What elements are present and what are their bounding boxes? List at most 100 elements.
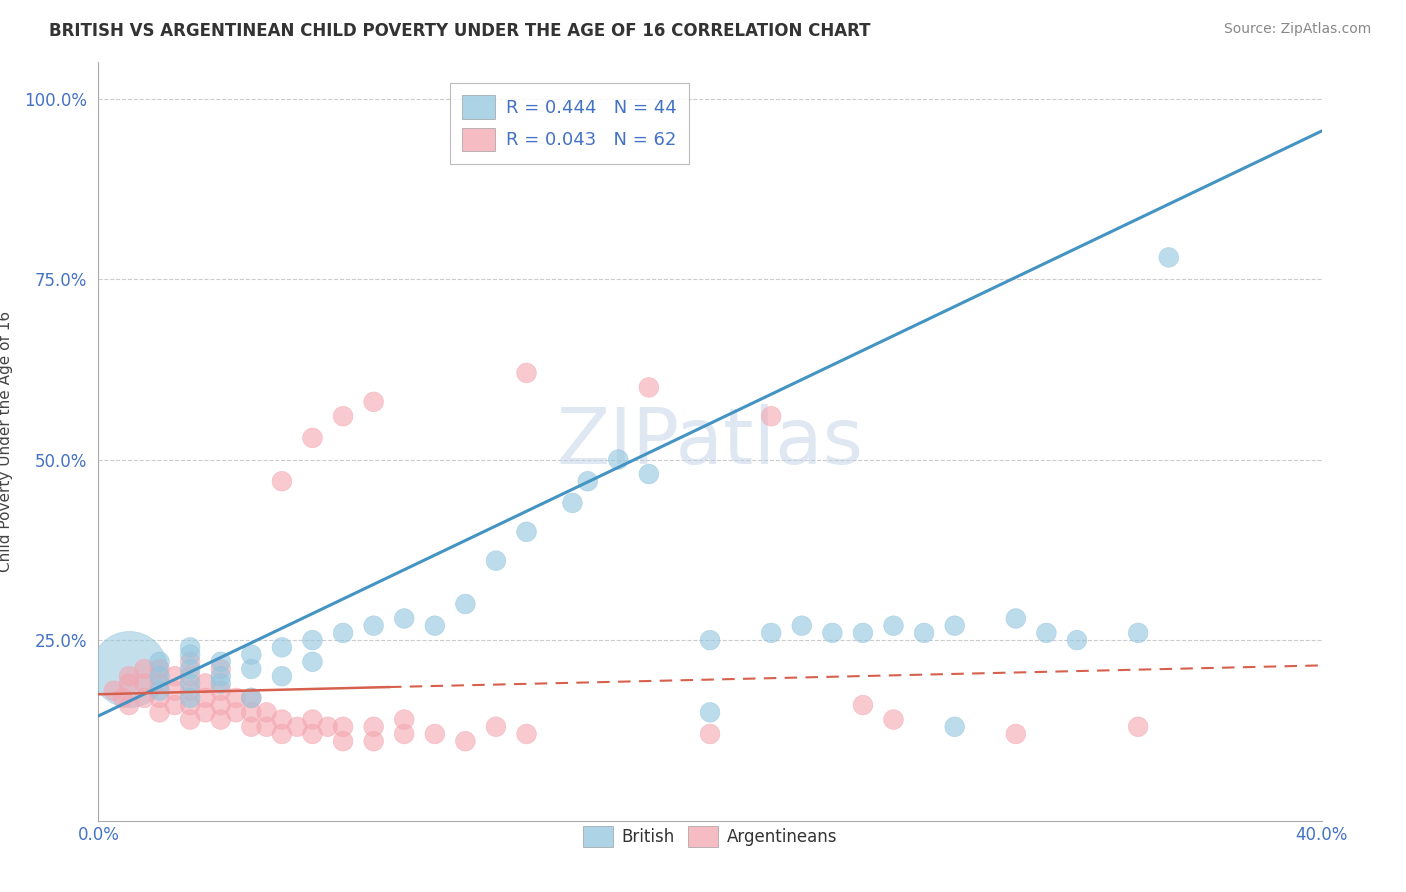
Point — [209, 676, 232, 690]
Point — [637, 467, 661, 481]
Point — [134, 676, 156, 690]
Point — [194, 676, 217, 690]
Point — [240, 662, 263, 676]
Y-axis label: Child Poverty Under the Age of 16: Child Poverty Under the Age of 16 — [0, 311, 13, 572]
Point — [516, 727, 538, 741]
Point — [240, 706, 263, 720]
Point — [111, 690, 134, 705]
Point — [240, 690, 263, 705]
Point — [301, 727, 323, 741]
Point — [194, 690, 217, 705]
Point — [637, 380, 661, 394]
Point — [209, 683, 232, 698]
Point — [883, 713, 905, 727]
Point — [134, 662, 156, 676]
Point — [699, 633, 721, 648]
Point — [561, 496, 583, 510]
Point — [240, 720, 263, 734]
Point — [179, 690, 201, 705]
Point — [179, 713, 201, 727]
Point — [363, 394, 385, 409]
Point — [943, 618, 966, 632]
Point — [332, 734, 354, 748]
Point — [118, 662, 141, 676]
Point — [118, 676, 141, 690]
Point — [1066, 633, 1088, 648]
Point — [392, 713, 416, 727]
Point — [179, 683, 201, 698]
Point — [332, 409, 354, 424]
Point — [163, 698, 186, 712]
Point — [516, 366, 538, 380]
Point — [149, 669, 172, 683]
Point — [209, 669, 232, 683]
Point — [270, 475, 292, 489]
Point — [301, 431, 323, 445]
Point — [149, 690, 172, 705]
Point — [759, 409, 782, 424]
Point — [759, 626, 782, 640]
Point — [301, 655, 323, 669]
Point — [209, 662, 232, 676]
Point — [179, 698, 201, 712]
Point — [256, 706, 278, 720]
Point — [790, 618, 813, 632]
Point — [699, 727, 721, 741]
Point — [225, 706, 247, 720]
Point — [392, 727, 416, 741]
Point — [943, 720, 966, 734]
Point — [516, 524, 538, 539]
Point — [240, 690, 263, 705]
Point — [301, 713, 323, 727]
Point — [179, 669, 201, 683]
Point — [285, 720, 308, 734]
Point — [149, 683, 172, 698]
Point — [363, 618, 385, 632]
Point — [1128, 626, 1150, 640]
Text: ZIPatlas: ZIPatlas — [557, 403, 863, 480]
Point — [163, 683, 186, 698]
Point — [270, 669, 292, 683]
Point — [454, 597, 477, 611]
Point — [149, 706, 172, 720]
Point — [118, 698, 141, 712]
Point — [1035, 626, 1057, 640]
Point — [332, 720, 354, 734]
Point — [821, 626, 844, 640]
Point — [316, 720, 339, 734]
Point — [454, 734, 477, 748]
Point — [270, 640, 292, 655]
Point — [699, 706, 721, 720]
Point — [852, 626, 875, 640]
Point — [423, 727, 446, 741]
Point — [209, 698, 232, 712]
Point — [179, 662, 201, 676]
Point — [485, 720, 508, 734]
Text: Source: ZipAtlas.com: Source: ZipAtlas.com — [1223, 22, 1371, 37]
Point — [1128, 720, 1150, 734]
Point — [883, 618, 905, 632]
Point — [363, 734, 385, 748]
Point — [270, 727, 292, 741]
Point — [179, 640, 201, 655]
Point — [270, 713, 292, 727]
Point — [163, 669, 186, 683]
Point — [194, 706, 217, 720]
Point — [332, 626, 354, 640]
Point — [607, 452, 630, 467]
Point — [1004, 727, 1026, 741]
Point — [256, 720, 278, 734]
Point — [179, 676, 201, 690]
Point — [179, 648, 201, 662]
Legend: British, Argentineans: British, Argentineans — [576, 819, 844, 854]
Point — [1157, 251, 1180, 265]
Point — [485, 554, 508, 568]
Point — [149, 662, 172, 676]
Point — [240, 648, 263, 662]
Point — [576, 475, 599, 489]
Point — [149, 655, 172, 669]
Point — [134, 690, 156, 705]
Point — [209, 655, 232, 669]
Text: BRITISH VS ARGENTINEAN CHILD POVERTY UNDER THE AGE OF 16 CORRELATION CHART: BRITISH VS ARGENTINEAN CHILD POVERTY UND… — [49, 22, 870, 40]
Point — [103, 683, 125, 698]
